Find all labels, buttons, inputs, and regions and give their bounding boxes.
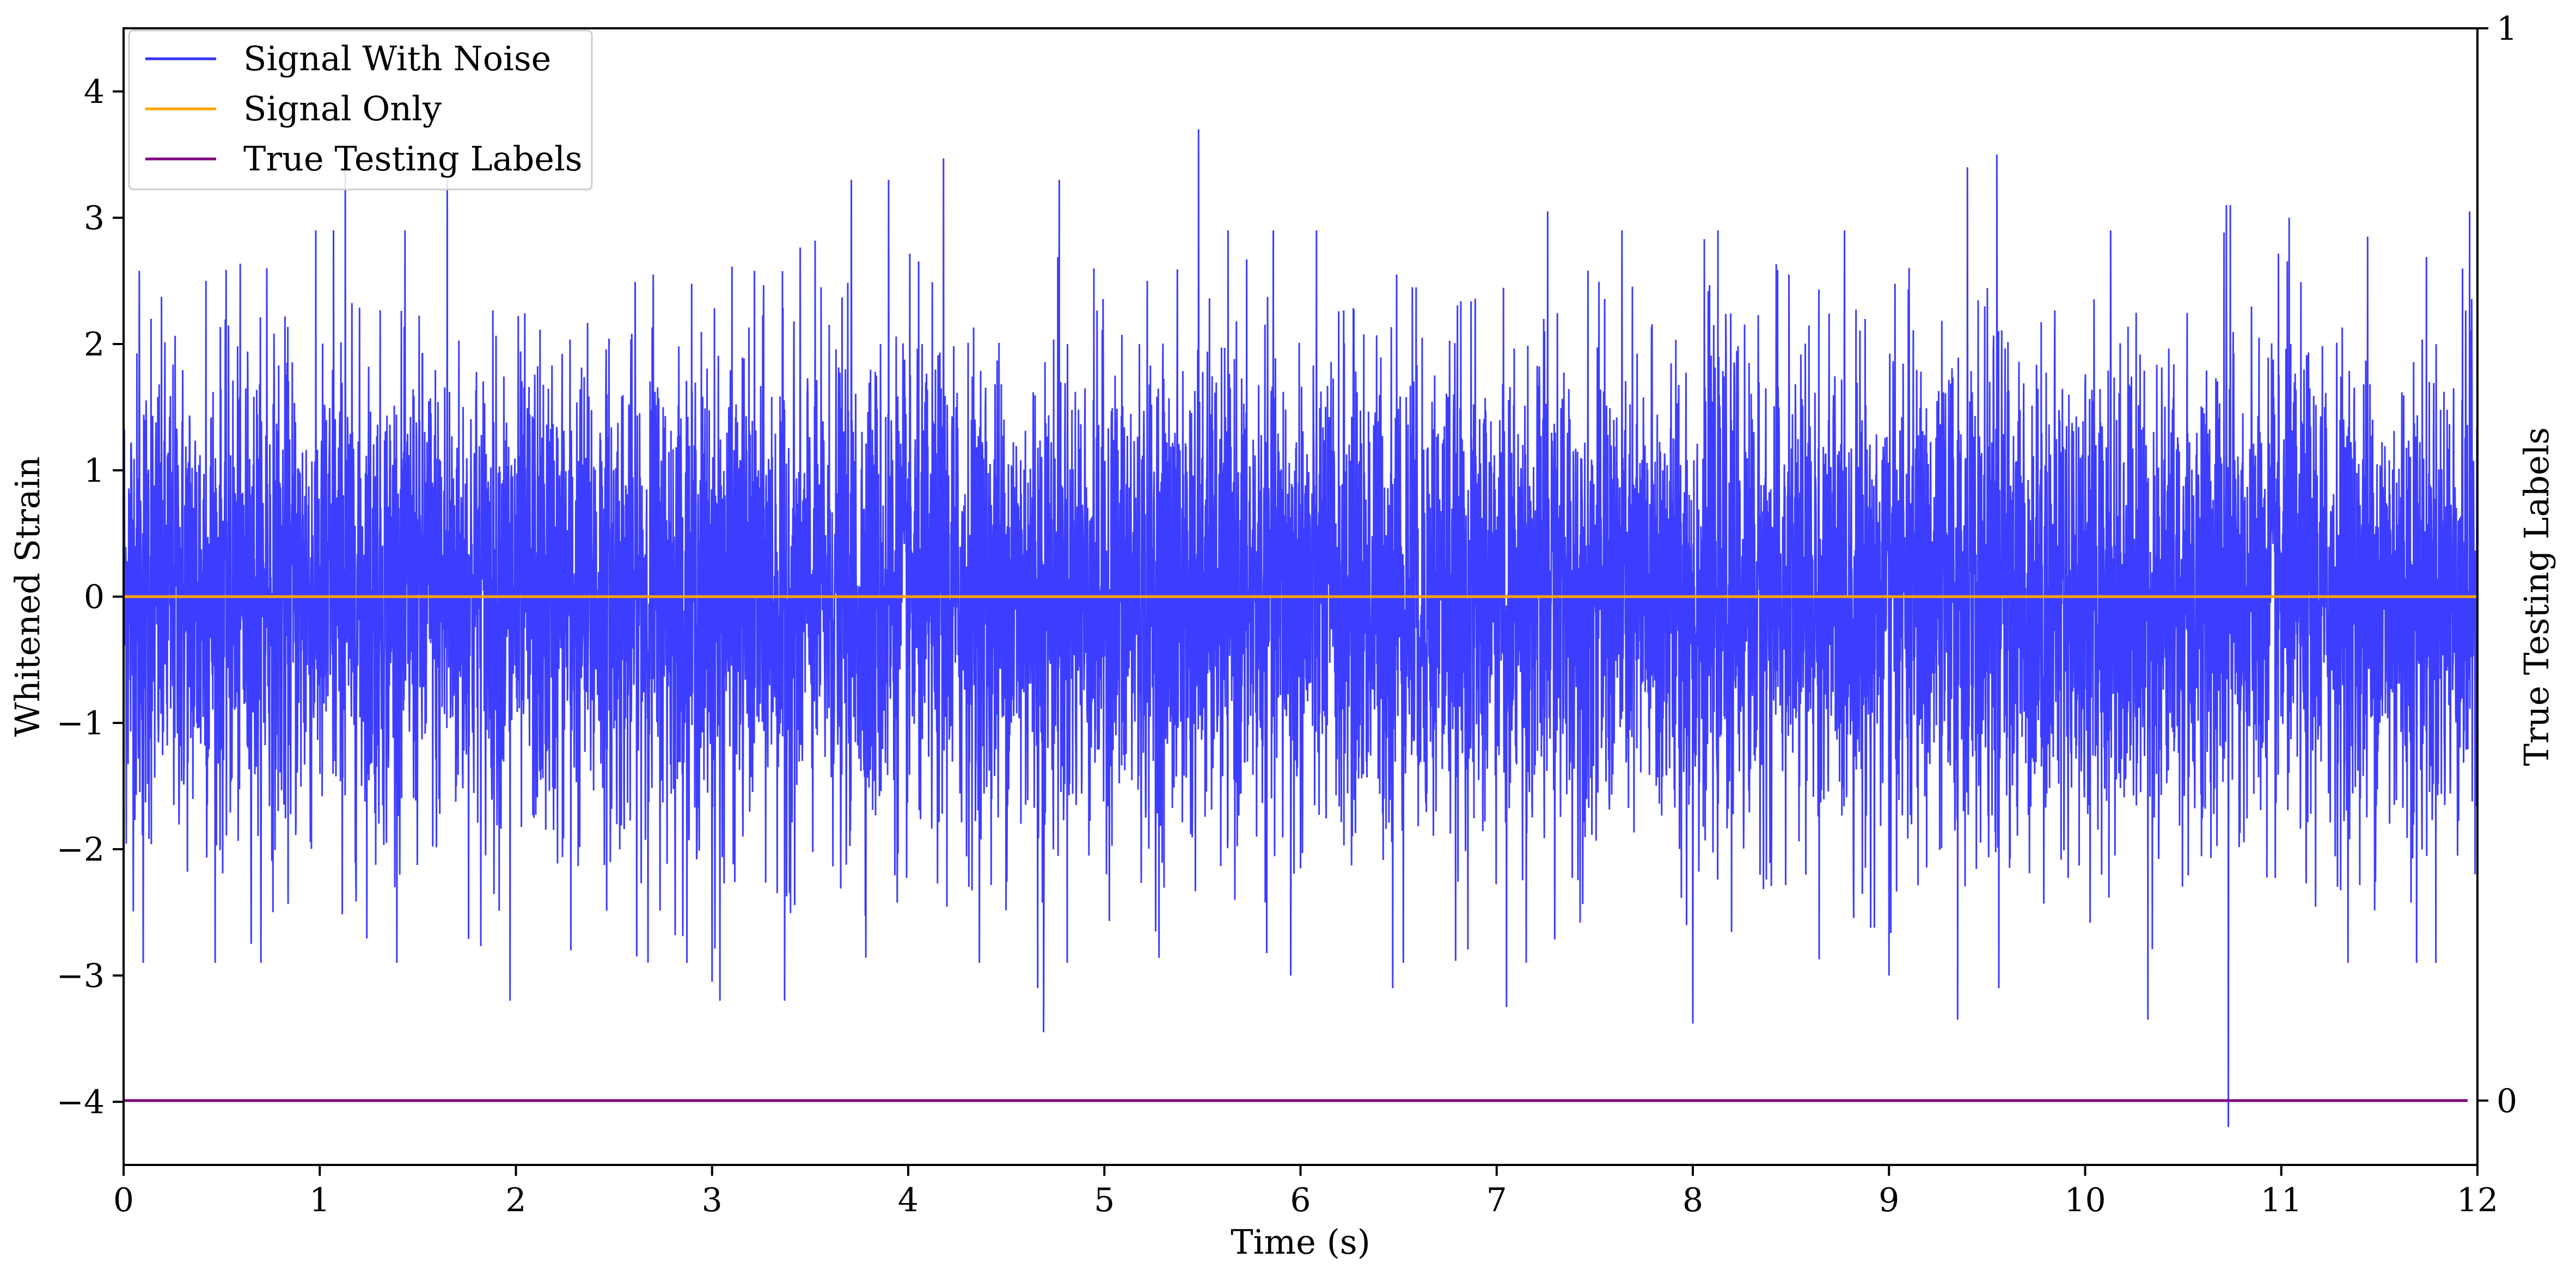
y-tick-label: 1 bbox=[84, 452, 105, 490]
x-tick-label: 11 bbox=[2261, 1181, 2302, 1219]
x-tick-label: 0 bbox=[113, 1181, 134, 1219]
x-tick-label: 9 bbox=[1879, 1181, 1899, 1219]
x-tick-label: 5 bbox=[1094, 1181, 1115, 1219]
legend-box bbox=[128, 29, 593, 191]
y-tick-label: −2 bbox=[57, 831, 105, 869]
x-tick-label: 1 bbox=[309, 1181, 330, 1219]
legend-label-signal-only: Signal Only bbox=[243, 89, 442, 128]
flat-series-layer bbox=[124, 595, 2477, 1102]
y-tick-label: 4 bbox=[84, 73, 105, 111]
x-tick-label: 6 bbox=[1290, 1181, 1311, 1219]
y2-tick-label: 1 bbox=[2497, 10, 2517, 48]
x-tick-label: 10 bbox=[2064, 1181, 2106, 1219]
x-axis: 0 1 2 3 4 5 6 7 8 9 10 11 12 bbox=[113, 1165, 2498, 1219]
legend-label-true-testing-labels: True Testing Labels bbox=[243, 139, 583, 179]
y-axis-left: −4 −3 −2 −1 0 1 2 3 4 bbox=[57, 73, 124, 1121]
y-tick-label: −4 bbox=[57, 1083, 105, 1121]
y-tick-label: 2 bbox=[84, 326, 105, 364]
series-signal-with-noise bbox=[123, 129, 2479, 1127]
y-tick-label: −1 bbox=[57, 704, 105, 743]
y2-tick-label: 0 bbox=[2497, 1082, 2517, 1120]
y-tick-label: 3 bbox=[84, 199, 105, 237]
x-tick-label: 12 bbox=[2457, 1181, 2498, 1219]
y-tick-label: −3 bbox=[57, 957, 105, 995]
noise-series-layer bbox=[123, 129, 2479, 1127]
x-tick-label: 4 bbox=[898, 1181, 919, 1219]
x-tick-label: 8 bbox=[1682, 1181, 1703, 1219]
legend-label-signal-with-noise: Signal With Noise bbox=[243, 39, 551, 78]
x-tick-label: 2 bbox=[505, 1181, 526, 1219]
x-axis-title: Time (s) bbox=[1231, 1222, 1370, 1262]
y2-axis-title: True Testing Labels bbox=[2517, 427, 2556, 766]
x-tick-label: 7 bbox=[1486, 1181, 1507, 1219]
y-axis-right: 01 bbox=[2477, 10, 2517, 1120]
x-tick-label: 3 bbox=[702, 1181, 723, 1219]
y-tick-label: 0 bbox=[84, 578, 105, 616]
legend: Signal With Noise Signal Only True Testi… bbox=[128, 29, 593, 191]
y-axis-title: Whitened Strain bbox=[8, 457, 47, 737]
